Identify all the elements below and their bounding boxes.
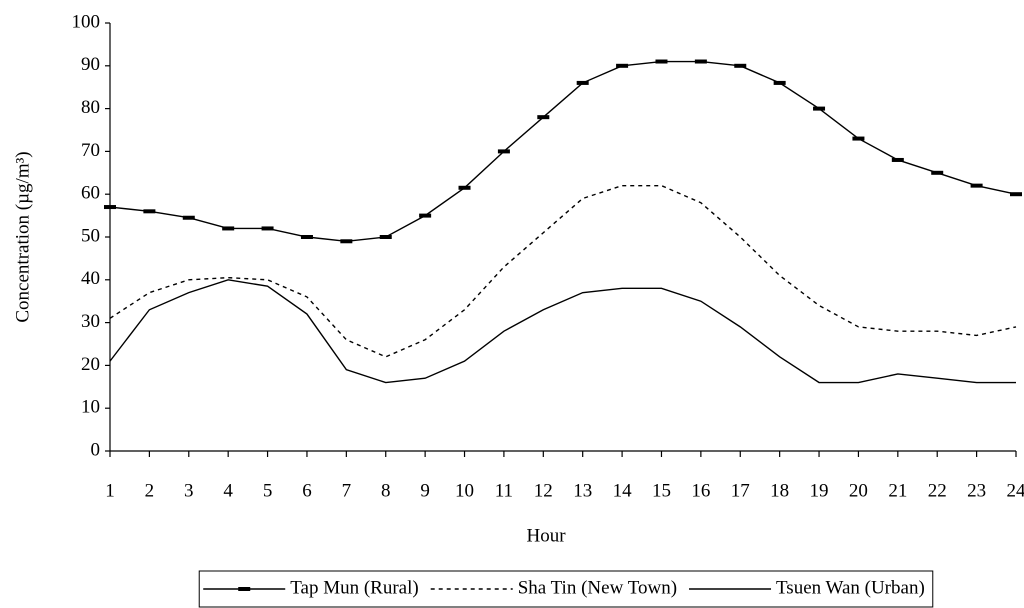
y-tick-label: 50	[81, 225, 100, 246]
point-marker	[891, 157, 904, 162]
x-tick-label: 21	[888, 480, 907, 501]
x-axis-label: Hour	[526, 525, 566, 546]
legend-label: Tsuen Wan (Urban)	[776, 577, 925, 598]
point-marker	[458, 185, 471, 190]
point-marker	[576, 80, 589, 85]
series-line	[109, 60, 1017, 242]
y-tick-label: 20	[81, 354, 100, 375]
y-axis-label: Concentration (µg/m³)	[12, 151, 33, 322]
x-tick-label: 12	[534, 480, 553, 501]
y-tick-label: 10	[81, 397, 100, 418]
x-tick-label: 1	[105, 480, 115, 501]
legend: Tap Mun (Rural) Sha Tin (New Town) Tsuen W…	[198, 570, 934, 608]
point-marker	[970, 183, 983, 188]
y-tick-label: 40	[81, 268, 100, 289]
x-tick-label: 20	[849, 480, 868, 501]
point-marker	[143, 209, 156, 214]
y-tick-label: 100	[72, 11, 101, 32]
x-tick-label: 9	[420, 480, 430, 501]
y-tick-label: 80	[81, 97, 100, 118]
series-line	[109, 184, 1017, 358]
point-marker	[300, 235, 313, 239]
x-tick-label: 15	[652, 480, 671, 501]
legend-box	[198, 570, 934, 608]
point-marker	[655, 59, 668, 64]
point-marker	[616, 63, 629, 68]
x-tick-label: 22	[928, 480, 947, 501]
point-marker	[813, 106, 826, 111]
legend-label: Sha Tin (New Town)	[518, 577, 677, 598]
point-marker	[1010, 192, 1022, 197]
x-tick-label: 18	[770, 480, 789, 501]
point-marker	[734, 63, 747, 68]
legend-label: Tap Mun (Rural)	[290, 577, 418, 598]
x-tick-label: 16	[691, 480, 710, 501]
x-tick-label: 24	[1007, 480, 1024, 501]
point-marker	[694, 59, 707, 64]
point-marker	[261, 226, 274, 231]
x-tick-label: 5	[263, 480, 273, 501]
x-tick-label: 11	[495, 480, 513, 501]
point-marker	[773, 80, 786, 85]
y-tick-label: 30	[81, 311, 100, 332]
x-tick-label: 3	[184, 480, 194, 501]
x-tick-label: 10	[455, 480, 474, 501]
x-tick-label: 8	[381, 480, 391, 501]
x-tick-label: 7	[342, 480, 352, 501]
y-tick-label: 60	[81, 183, 100, 204]
y-tick-label: 90	[81, 54, 100, 75]
point-marker	[537, 115, 550, 120]
x-tick-label: 6	[302, 480, 312, 501]
point-marker	[182, 215, 195, 220]
point-marker	[104, 205, 116, 210]
series-line	[109, 279, 1016, 384]
y-tick-label: 70	[81, 140, 100, 161]
point-marker	[852, 136, 865, 141]
x-tick-label: 19	[810, 480, 829, 501]
legend-marker	[238, 587, 251, 591]
x-tick-label: 4	[223, 480, 233, 501]
y-tick-label: 0	[91, 439, 101, 460]
point-marker	[222, 226, 235, 231]
x-tick-label: 13	[573, 480, 592, 501]
x-tick-label: 2	[145, 480, 155, 501]
x-tick-label: 14	[613, 480, 633, 501]
x-tick-label: 23	[967, 480, 986, 501]
point-marker	[419, 213, 432, 218]
point-marker	[340, 239, 353, 244]
x-tick-label: 17	[731, 480, 750, 501]
point-marker	[931, 170, 944, 175]
point-marker	[379, 235, 392, 239]
point-marker	[497, 149, 510, 154]
